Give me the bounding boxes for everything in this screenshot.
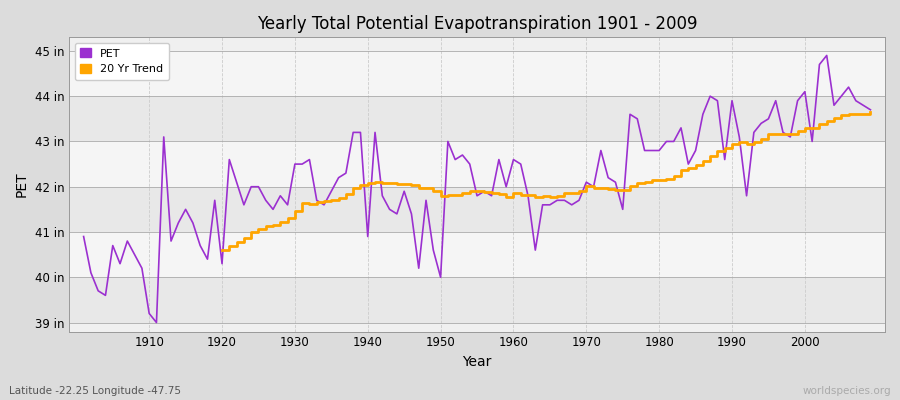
Bar (69, 51, 885, 96)
20 Yr Trend (413, 186, 424, 190)
Bar (69, 187, 885, 232)
20 Yr Trend (756, 136, 767, 141)
20 Yr Trend (669, 174, 680, 178)
20 Yr Trend (770, 131, 781, 136)
PET (822, 53, 832, 58)
Y-axis label: PET: PET (15, 172, 29, 197)
Legend: PET, 20 Yr Trend: PET, 20 Yr Trend (75, 43, 169, 80)
PET (516, 162, 526, 166)
Bar (69, 277, 885, 322)
Text: worldspecies.org: worldspecies.org (803, 386, 891, 396)
Text: Latitude -22.25 Longitude -47.75: Latitude -22.25 Longitude -47.75 (9, 386, 181, 396)
PET (304, 157, 315, 162)
Title: Yearly Total Potential Evapotranspiration 1901 - 2009: Yearly Total Potential Evapotranspiratio… (256, 15, 698, 33)
Bar (69, 96, 885, 142)
X-axis label: Year: Year (463, 355, 491, 369)
PET (603, 175, 614, 180)
20 Yr Trend (217, 248, 228, 253)
Line: 20 Yr Trend: 20 Yr Trend (222, 112, 870, 250)
PET (865, 107, 876, 112)
PET (137, 266, 148, 271)
PET (347, 130, 358, 135)
Bar (69, 232, 885, 277)
PET (508, 157, 518, 162)
20 Yr Trend (304, 202, 315, 206)
20 Yr Trend (865, 110, 876, 114)
Bar (69, 142, 885, 187)
20 Yr Trend (836, 113, 847, 118)
Line: PET: PET (84, 56, 870, 322)
PET (78, 234, 89, 239)
PET (151, 320, 162, 325)
